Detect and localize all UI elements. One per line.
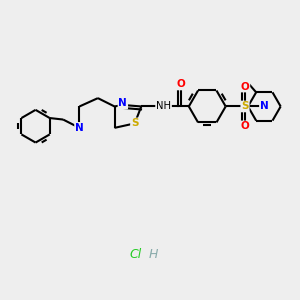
Text: H: H [148, 248, 158, 260]
Text: S: S [131, 118, 139, 128]
Text: N: N [75, 123, 84, 133]
Text: N: N [260, 101, 269, 112]
Text: O: O [241, 122, 249, 131]
Text: O: O [176, 80, 185, 89]
Text: Cl: Cl [129, 248, 141, 260]
Text: NH: NH [156, 101, 171, 112]
Text: O: O [241, 82, 249, 92]
Text: S: S [241, 101, 249, 112]
Text: N: N [118, 98, 127, 109]
